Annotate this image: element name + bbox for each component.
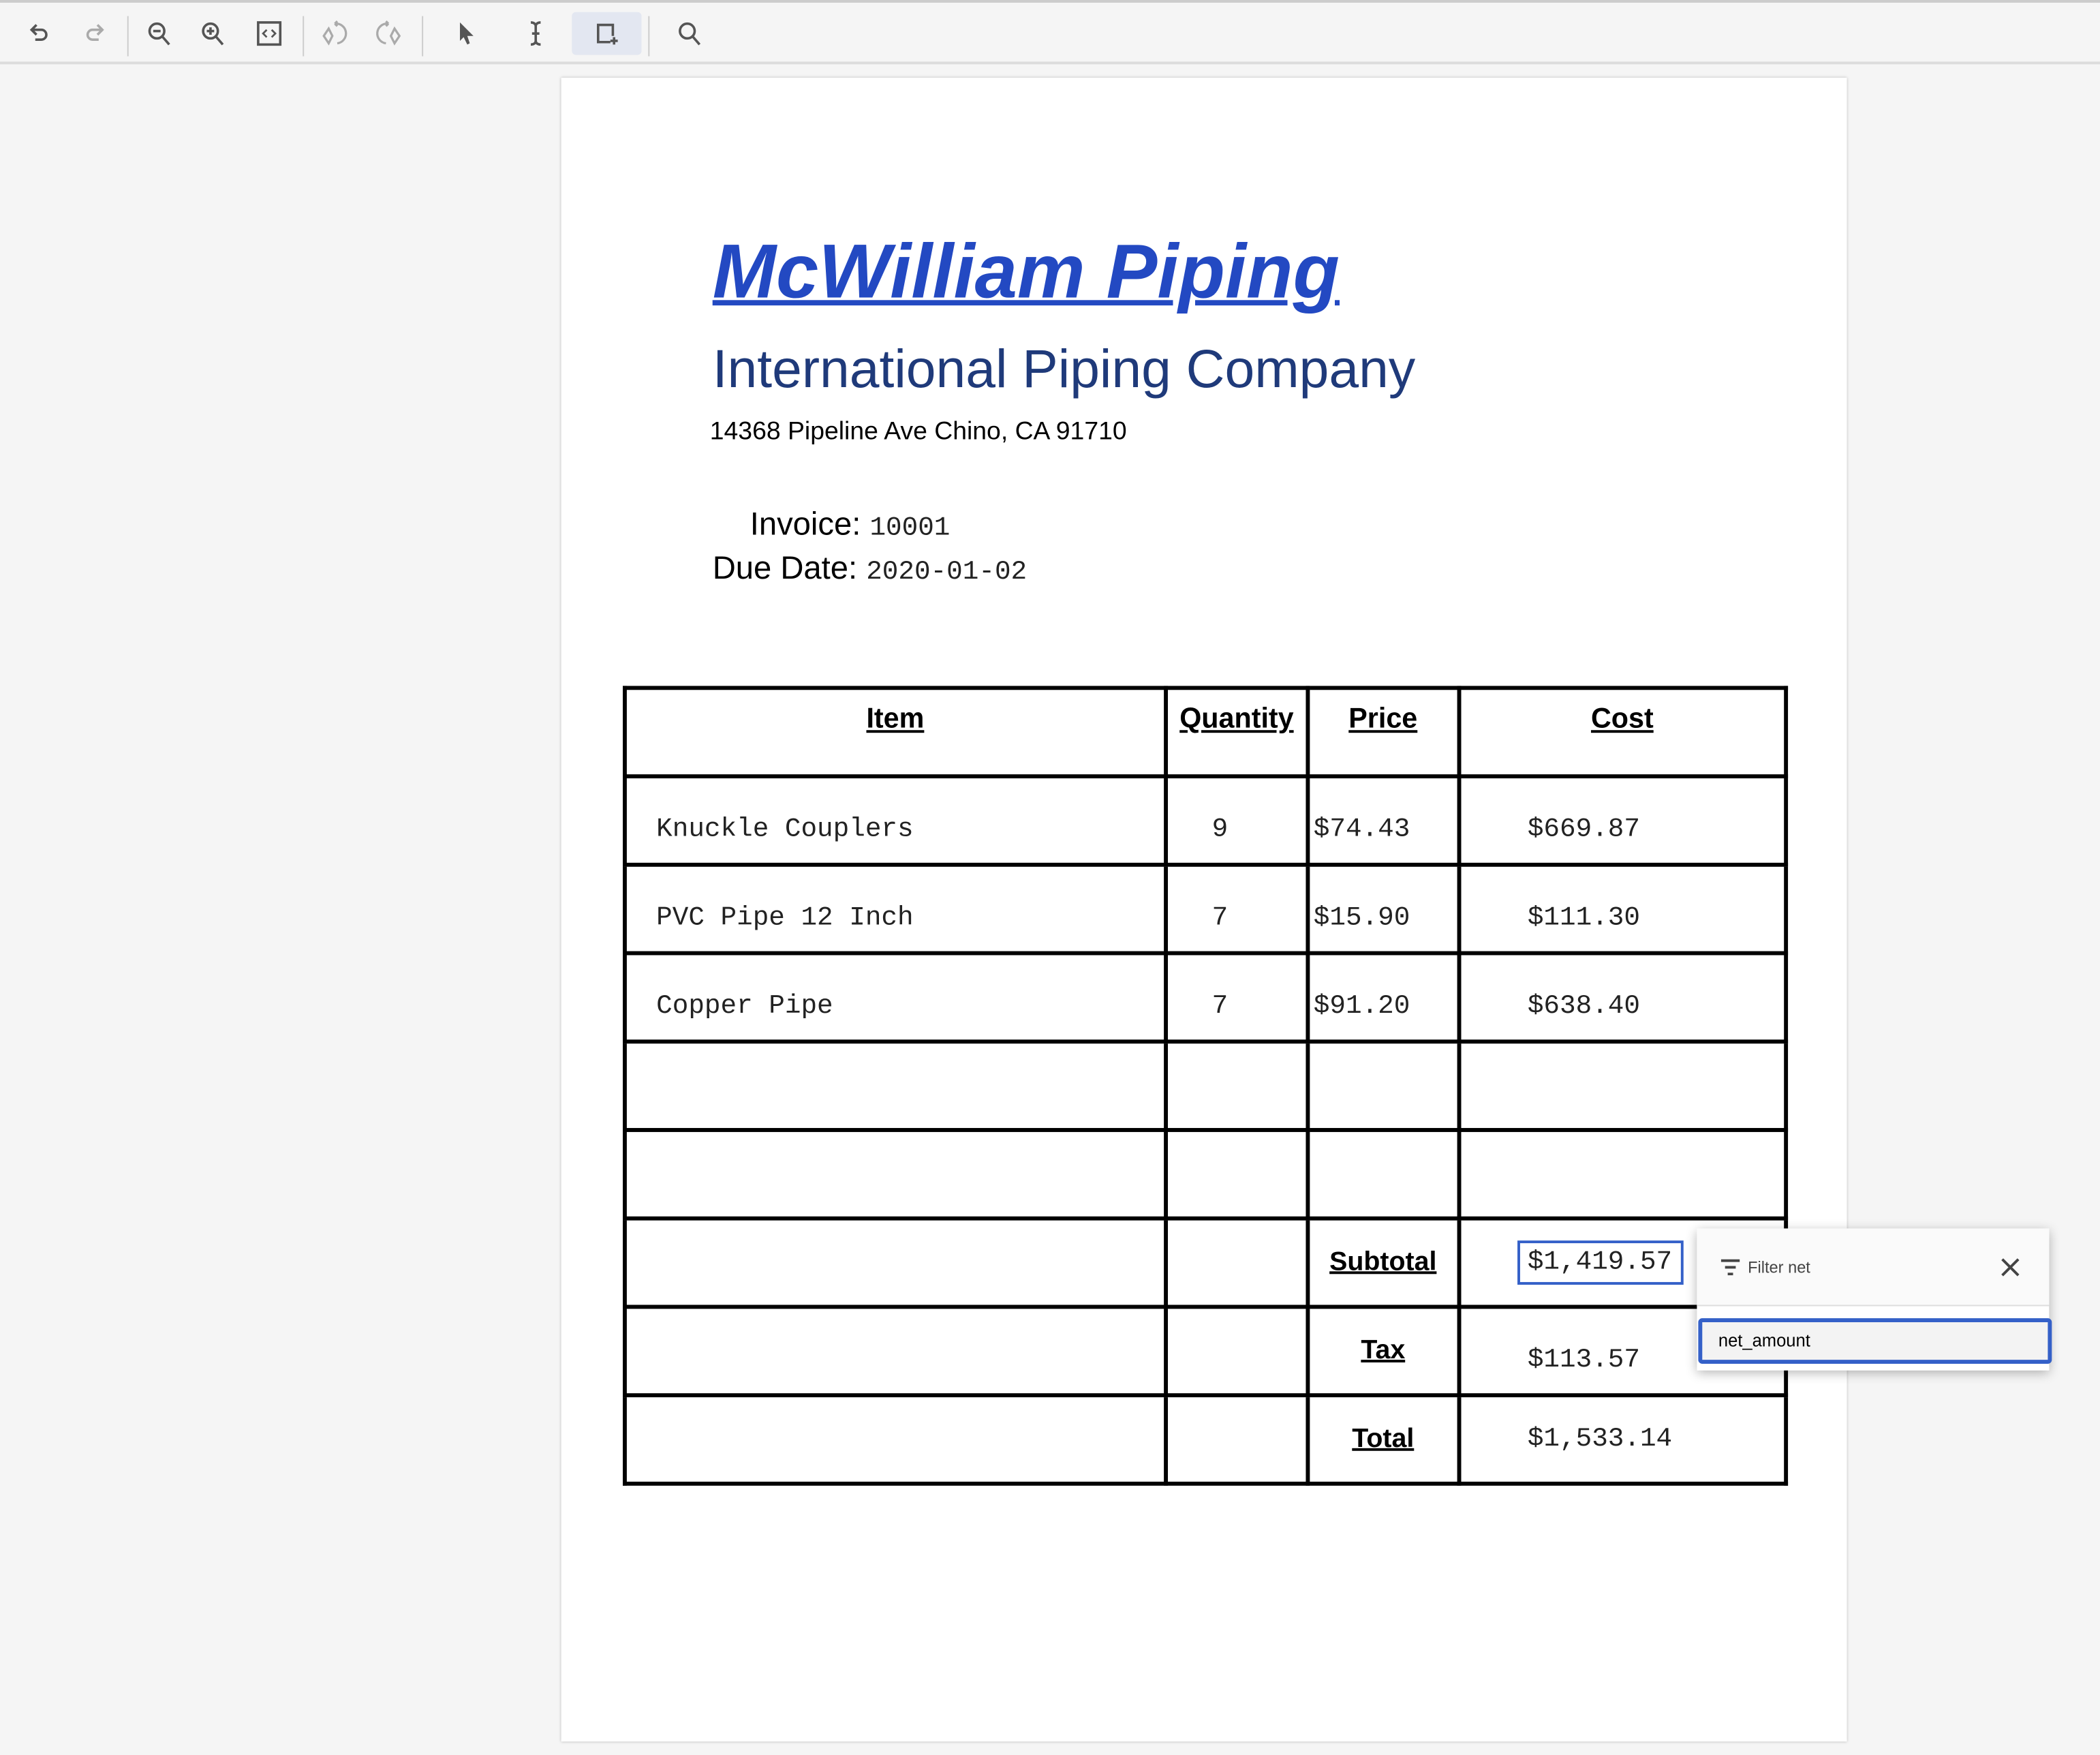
due-date-line: Due Date: 2020-01-02 [713, 551, 1027, 588]
empty-row [623, 1039, 1789, 1132]
add-region-button[interactable] [572, 12, 642, 55]
rotate-left-button[interactable] [313, 12, 356, 55]
invoice-table: Item Quantity Price Cost Knuckle Coupler… [623, 686, 1789, 1486]
undo-icon [29, 24, 48, 41]
add-region-icon [597, 23, 618, 45]
divider [127, 16, 129, 57]
company-subtitle: International Piping Company [712, 340, 1416, 399]
field-option-net-amount[interactable]: net_amount [1698, 1318, 2052, 1364]
tax-row: Tax $113.57 [623, 1304, 1789, 1398]
fit-page-button[interactable] [248, 12, 291, 55]
popup-header: Filter net [1697, 1228, 2050, 1307]
quantity-cell: 7 [1163, 862, 1310, 956]
due-date-label: Due Date: [712, 550, 858, 587]
table-row: PVC Pipe 12 Inch 7 $15.90 $111.30 [623, 862, 1789, 956]
cost-cell: $638.40 [1456, 951, 1789, 1044]
empty-row [623, 1128, 1789, 1221]
header-item: Item [623, 686, 1168, 779]
redo-icon [86, 24, 104, 41]
filter-icon [1720, 1258, 1740, 1275]
due-date-value: 2020-01-02 [866, 557, 1028, 588]
table-row: Knuckle Couplers 9 $74.43 $669.87 [623, 774, 1789, 867]
item-cell: Copper Pipe [623, 951, 1168, 1044]
divider [648, 16, 650, 57]
quantity-cell: 7 [1163, 951, 1310, 1044]
field-filter-popup: Filter net net_amount [1697, 1228, 2052, 1371]
divider [422, 16, 424, 57]
tax-label: Tax [1306, 1304, 1461, 1398]
popup-title: Filter net [1748, 1257, 1810, 1277]
rotate-right-button[interactable] [367, 12, 410, 55]
toolbar [0, 0, 2100, 65]
rotate-right-icon [376, 20, 401, 46]
price-cell: $15.90 [1306, 862, 1461, 956]
subtotal-label: Subtotal [1306, 1216, 1461, 1309]
item-cell: PVC Pipe 12 Inch [623, 862, 1168, 956]
price-cell: $91.20 [1306, 951, 1461, 1044]
company-name: McWilliam Piping [712, 229, 1340, 315]
header-quantity: Quantity [1163, 686, 1310, 779]
zoom-in-icon [202, 22, 224, 46]
cost-cell: $669.87 [1456, 774, 1789, 867]
invoice-label: Invoice: [750, 506, 861, 543]
zoom-out-icon [148, 22, 170, 46]
invoice-line: Invoice: 10001 [750, 506, 951, 544]
price-cell: $74.43 [1306, 774, 1461, 867]
table-row: Copper Pipe 7 $91.20 $638.40 [623, 951, 1789, 1044]
zoom-out-button[interactable] [138, 12, 181, 55]
search-icon [679, 22, 701, 46]
rotate-left-icon [322, 20, 348, 46]
redo-button[interactable] [72, 12, 115, 55]
close-icon[interactable] [2001, 1257, 2020, 1277]
table-header-row: Item Quantity Price Cost [623, 686, 1789, 779]
pointer-icon [460, 22, 474, 45]
text-cursor-icon [530, 21, 541, 46]
total-value: $1,533.14 [1456, 1393, 1789, 1486]
item-cell: Knuckle Couplers [623, 774, 1168, 867]
select-tool-button[interactable] [445, 12, 488, 55]
divider [303, 16, 305, 57]
invoice-number: 10001 [869, 513, 951, 545]
text-tool-button[interactable] [514, 12, 557, 55]
cost-cell: $111.30 [1456, 862, 1789, 956]
fit-page-icon [257, 21, 282, 46]
search-button[interactable] [668, 12, 711, 55]
total-row: Total $1,533.14 [623, 1393, 1789, 1486]
subtotal-value-selected[interactable]: $1,419.57 [1517, 1240, 1683, 1285]
zoom-in-button[interactable] [191, 12, 234, 55]
subtotal-row: Subtotal $1,419.57 [623, 1216, 1789, 1309]
quantity-cell: 9 [1163, 774, 1310, 867]
total-label: Total [1306, 1393, 1461, 1486]
header-cost: Cost [1456, 686, 1789, 779]
company-address: 14368 Pipeline Ave Chino, CA 91710 [709, 418, 1127, 446]
header-price: Price [1306, 686, 1461, 779]
document-page: McWilliam Piping International Piping Co… [561, 78, 1847, 1742]
undo-button[interactable] [19, 12, 62, 55]
